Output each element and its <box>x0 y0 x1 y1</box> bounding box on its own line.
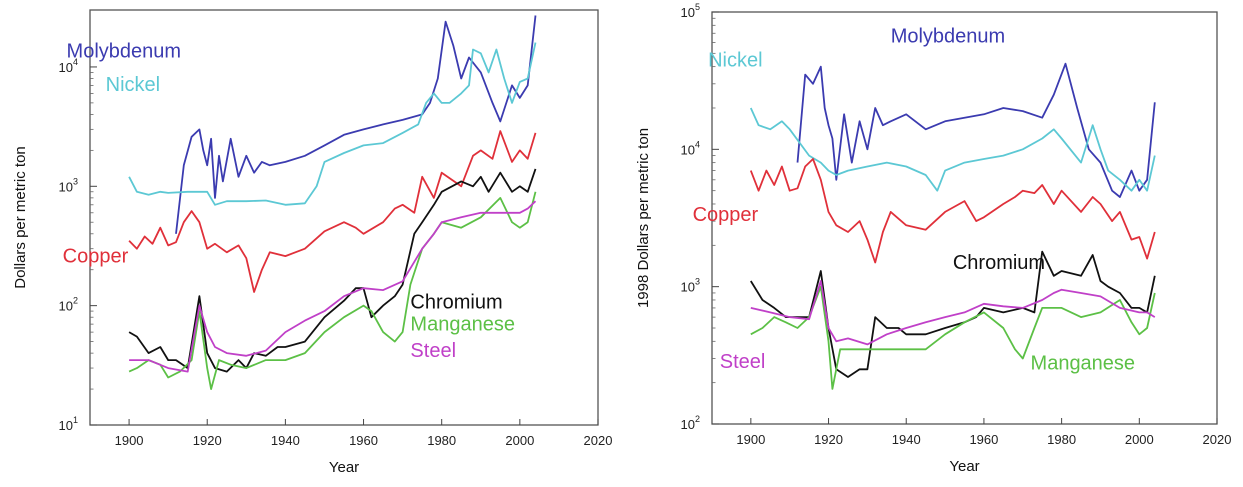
right-chart: 1900 1920 1940 1960 1980 2000 2020102103104105… <box>635 2 1231 475</box>
x-tick-label: 1940 <box>271 433 300 448</box>
series-line-copper <box>128 130 537 293</box>
series-label-nickel: Nickel <box>708 50 762 72</box>
x-tick-label: 1980 <box>427 433 456 448</box>
x-tick-label: 1980 <box>1047 432 1076 447</box>
series-line-steel <box>750 280 1156 346</box>
series-line-chromium <box>750 250 1156 378</box>
x-tick-label: 2020 <box>1203 432 1232 447</box>
series-line-chromium <box>128 168 537 373</box>
series-line-molybdenum <box>175 15 537 234</box>
series-line-nickel <box>128 42 537 206</box>
x-axis-title: Year <box>949 458 979 475</box>
y-axis-title: Dollars per metric ton <box>12 146 29 289</box>
series-label-molybdenum: Molybdenum <box>67 40 182 62</box>
series-label-steel: Steel <box>720 351 766 373</box>
x-tick-label: 2000 <box>505 433 534 448</box>
series-label-copper: Copper <box>693 204 759 226</box>
series-line-manganese <box>128 191 537 391</box>
y-axis-title: 1998 Dollars per metric ton <box>635 128 652 308</box>
series-line-molybdenum <box>796 62 1156 198</box>
series-line-nickel <box>749 107 1156 192</box>
x-tick-label: 1940 <box>892 432 921 447</box>
plot-frame <box>711 11 1218 425</box>
x-tick-label: 1920 <box>814 432 843 447</box>
series-label-copper: Copper <box>63 245 129 267</box>
series-label-manganese: Manganese <box>410 313 515 335</box>
series-label-nickel: Nickel <box>106 74 160 96</box>
plot-frame <box>89 9 599 426</box>
series-line-steel <box>129 200 537 373</box>
series-line-copper <box>749 158 1156 264</box>
x-tick-label: 1900 <box>736 432 765 447</box>
series-label-steel: Steel <box>410 340 456 362</box>
x-tick-label: 2020 <box>584 433 613 448</box>
x-tick-label: 1960 <box>349 433 378 448</box>
x-tick-label: 1900 <box>115 433 144 448</box>
series-label-manganese: Manganese <box>1031 352 1136 374</box>
x-tick-label: 2000 <box>1125 432 1154 447</box>
left-chart: 1900 1920 1940 1960 1980 2000 2020101102103104… <box>12 9 613 476</box>
x-tick-label: 1960 <box>969 432 998 447</box>
series-label-chromium: Chromium <box>410 291 502 313</box>
x-axis-title: Year <box>329 459 359 476</box>
series-label-molybdenum: Molybdenum <box>891 25 1006 47</box>
series-label-chromium: Chromium <box>953 252 1045 274</box>
x-tick-label: 1920 <box>193 433 222 448</box>
